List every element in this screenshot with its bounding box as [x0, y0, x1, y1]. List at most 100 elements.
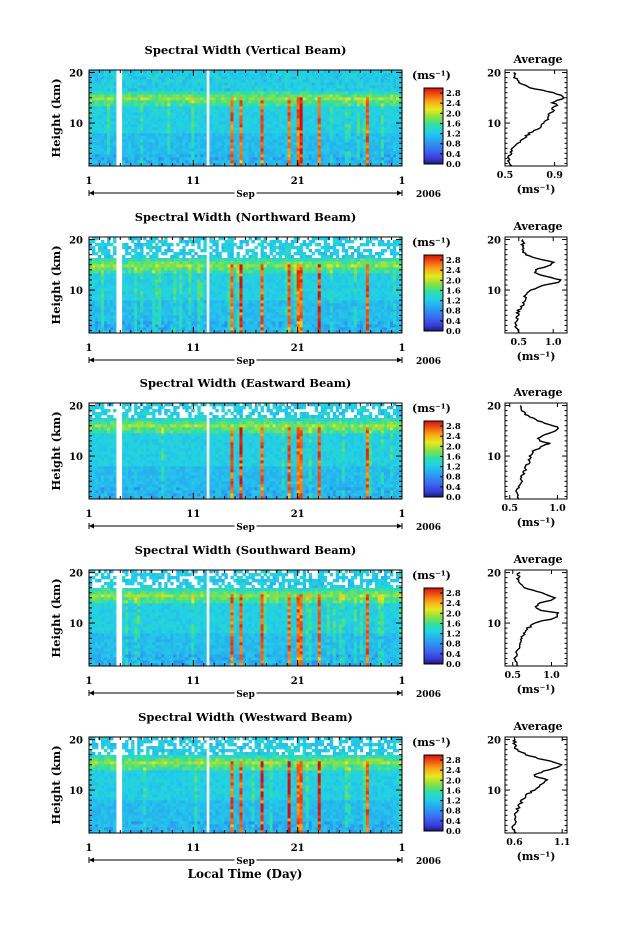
- average-unit: (ms⁻¹): [517, 683, 556, 696]
- colorbar-tick-label: 1.6: [446, 786, 461, 796]
- x-tick-label: 1: [86, 843, 93, 854]
- year-label: 2006: [416, 357, 441, 367]
- colorbar-tick-label: 2.4: [446, 432, 461, 442]
- average-title: Average: [512, 720, 562, 733]
- y-axis-label: Height (km): [49, 745, 63, 824]
- average-unit: (ms⁻¹): [517, 350, 556, 363]
- average-y-tick-label: 10: [487, 119, 501, 130]
- colorbar-tick-label: 0.0: [446, 827, 461, 837]
- colorbar-unit: (ms⁻¹): [412, 236, 451, 249]
- heatmap-cells: [89, 737, 403, 834]
- average-y-tick-label: 10: [487, 619, 501, 630]
- colorbar-tick-label: 2.0: [446, 442, 461, 452]
- average-y-tick-label: 20: [487, 569, 501, 580]
- average-unit: (ms⁻¹): [517, 850, 556, 863]
- colorbar-tick-label: 2.4: [446, 766, 461, 776]
- average-ticks: [504, 70, 567, 166]
- y-tick-label: 10: [69, 619, 83, 630]
- x-tick-label: 21: [291, 343, 305, 354]
- average-title: Average: [512, 220, 562, 233]
- colorbar-tick-label: 0.4: [446, 150, 461, 160]
- x-tick-label: 21: [291, 676, 305, 687]
- average-unit: (ms⁻¹): [517, 183, 556, 196]
- month-label: Sep: [236, 357, 255, 367]
- chart-panel-3: Spectral Width (Eastward Beam)1 11 21 12010…: [49, 376, 568, 533]
- chart-title: Spectral Width (Northward Beam): [135, 210, 357, 224]
- colorbar-tick-label: 0.4: [446, 483, 461, 493]
- x-tick-label: 11: [186, 676, 200, 687]
- x-tick-label: 1: [86, 509, 93, 520]
- average-title: Average: [512, 386, 562, 399]
- average-frame: [504, 569, 568, 667]
- average-y-tick-label: 10: [487, 452, 501, 463]
- colorbar-tick-label: 0.8: [446, 807, 461, 817]
- x-tick-label: 11: [186, 343, 200, 354]
- colorbar-tick-label: 2.0: [446, 609, 461, 619]
- heatmap-cells: [89, 70, 403, 167]
- month-label: Sep: [236, 690, 255, 700]
- y-tick-label: 20: [69, 402, 83, 413]
- average-frame: [504, 402, 568, 500]
- month-arrow: [88, 855, 403, 865]
- colorbar-tick-label: 0.0: [446, 493, 461, 503]
- colorbar-tick-label: 0.8: [446, 307, 461, 317]
- colorbar-unit: (ms⁻¹): [412, 402, 451, 415]
- month-label: Sep: [236, 190, 255, 200]
- chart-title: Spectral Width (Westward Beam): [138, 710, 353, 724]
- y-tick-label: 10: [69, 786, 83, 797]
- colorbar-tick-label: 1.2: [446, 463, 461, 473]
- average-ticks: [505, 570, 567, 666]
- y-tick-label: 10: [69, 286, 83, 297]
- colorbar-tick-label: 0.0: [446, 327, 461, 337]
- month-arrow: [88, 188, 403, 198]
- y-axis-label: Height (km): [49, 411, 63, 490]
- colorbar-tick-label: 2.8: [446, 89, 461, 99]
- average-frame: [504, 236, 568, 334]
- colorbar-tick-label: 2.8: [446, 756, 461, 766]
- average-y-tick-label: 20: [487, 236, 501, 247]
- year-label: 2006: [416, 857, 441, 867]
- average-profile-line: [515, 405, 560, 500]
- average-x-tick-label: 1.0: [549, 503, 566, 514]
- year-label: 2006: [416, 690, 441, 700]
- average-y-tick-label: 20: [487, 402, 501, 413]
- average-x-tick-label: 0.5: [511, 337, 528, 348]
- average-profile-line: [506, 71, 565, 167]
- average-ticks: [505, 403, 567, 499]
- month-label: Sep: [236, 857, 255, 867]
- colorbar-tick-label: 1.6: [446, 619, 461, 629]
- y-tick-label: 20: [69, 569, 83, 580]
- month-arrow: [88, 688, 403, 698]
- year-label: 2006: [416, 523, 441, 533]
- average-y-tick-label: 10: [487, 786, 501, 797]
- x-ticks: [88, 70, 403, 166]
- colorbar-tick-label: 0.8: [446, 140, 461, 150]
- x-ticks: [88, 237, 403, 333]
- x-tick-label: 1: [399, 509, 406, 520]
- average-unit: (ms⁻¹): [517, 516, 556, 529]
- chart-title: Spectral Width (Vertical Beam): [145, 43, 347, 57]
- chart-panel-1: Spectral Width (Vertical Beam)1 11 21 12010…: [49, 43, 568, 200]
- x-tick-label: 1: [399, 343, 406, 354]
- colorbar-tick-label: 0.8: [446, 473, 461, 483]
- average-x-tick-label: 0.5: [502, 503, 519, 514]
- month-label: Sep: [236, 523, 255, 533]
- x-tick-label: 21: [291, 843, 305, 854]
- heatmap-cells: [89, 403, 403, 500]
- x-tick-label: 21: [291, 509, 305, 520]
- year-label: 2006: [416, 190, 441, 200]
- average-profile-line: [514, 239, 563, 333]
- colorbar-tick-label: 1.6: [446, 119, 461, 129]
- x-tick-label: 21: [291, 176, 305, 187]
- average-y-tick-label: 20: [487, 69, 501, 80]
- x-axis-label: Local Time (Day): [188, 867, 303, 881]
- y-tick-label: 20: [69, 69, 83, 80]
- colorbar-tick-label: 2.8: [446, 256, 461, 266]
- average-frame: [504, 69, 568, 167]
- colorbar-tick-label: 0.8: [446, 640, 461, 650]
- y-tick-label: 20: [69, 236, 83, 247]
- y-axis-label: Height (km): [49, 78, 63, 157]
- colorbar-tick-label: 1.2: [446, 797, 461, 807]
- month-arrow: [88, 521, 403, 531]
